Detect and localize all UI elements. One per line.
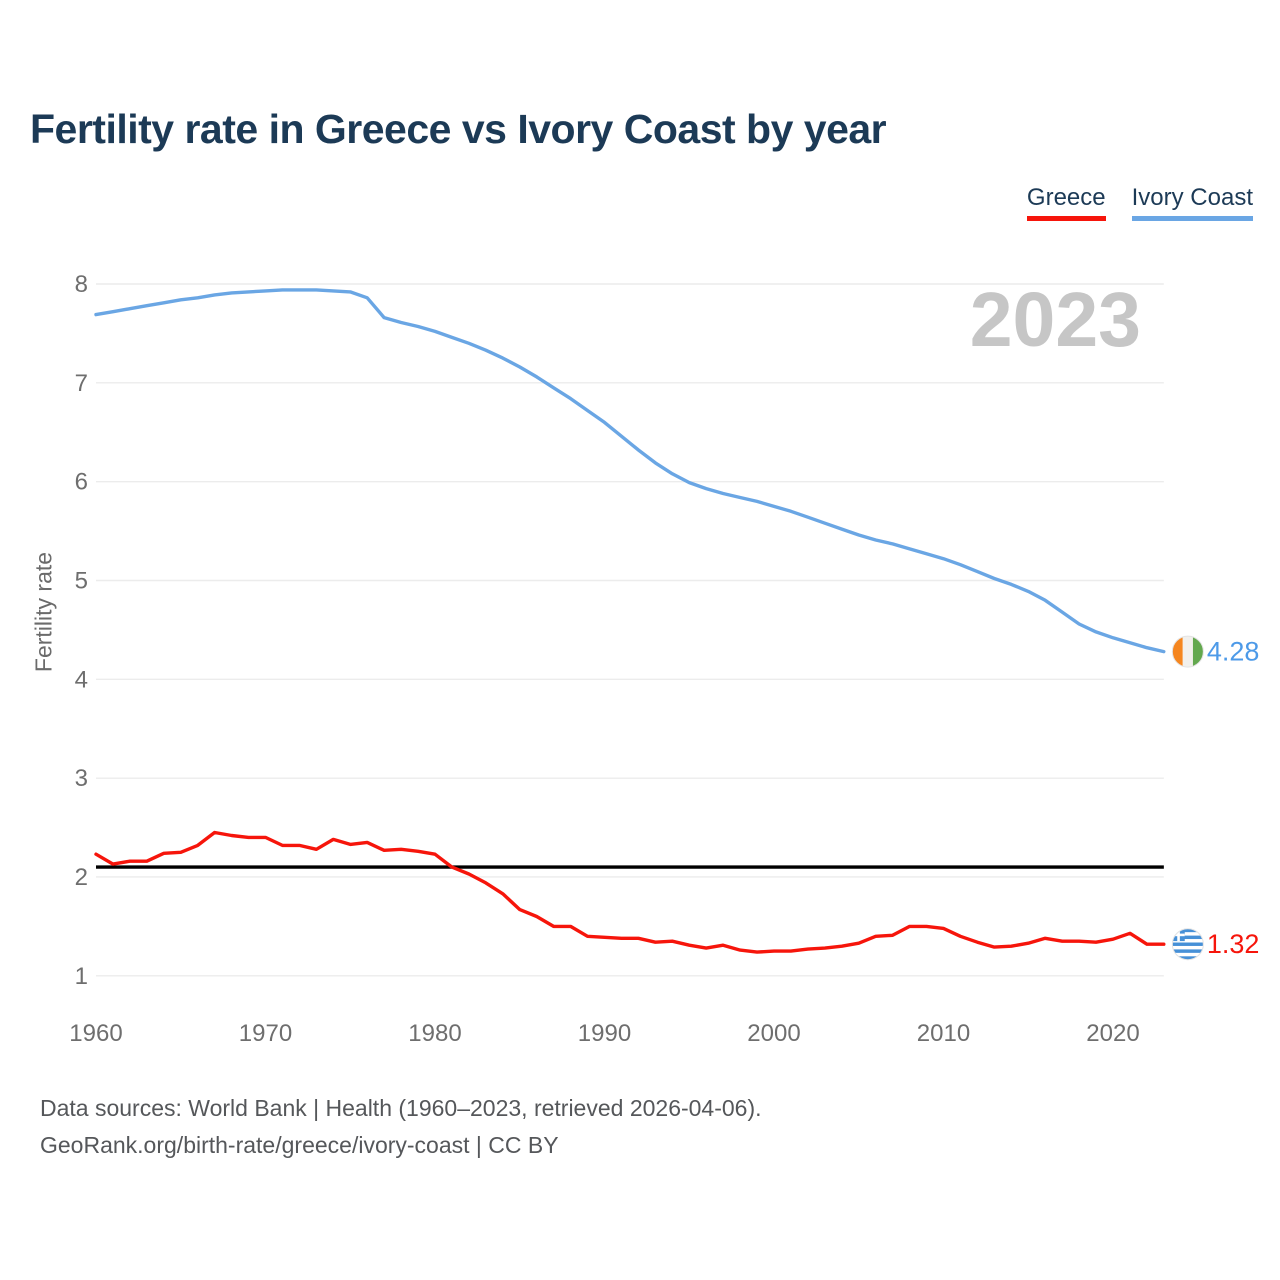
footer-data-sources: Data sources: World Bank | Health (1960–… — [40, 1095, 762, 1121]
x-tick-1970: 1970 — [239, 1020, 292, 1047]
watermark-year: 2023 — [970, 277, 1141, 363]
x-tick-1960: 1960 — [69, 1020, 122, 1047]
y-tick-7: 7 — [75, 370, 88, 397]
legend: Greece Ivory Coast — [1026, 184, 1253, 221]
y-tick-3: 3 — [75, 765, 88, 792]
y-tick-1: 1 — [75, 963, 88, 990]
legend-ivory-coast-label: Ivory Coast — [1131, 184, 1253, 211]
y-tick-8: 8 — [75, 271, 88, 298]
footer-attribution: GeoRank.org/birth-rate/greece/ivory-coas… — [40, 1132, 559, 1158]
series-line-ivory-coast[interactable] — [94, 288, 1166, 654]
footer: Data sources: World Bank | Health (1960–… — [40, 1090, 762, 1164]
series-line-greece[interactable] — [94, 830, 1166, 954]
greece-flag-icon — [1171, 928, 1204, 961]
legend-item-greece[interactable]: Greece — [1026, 184, 1106, 221]
ivory-coast-flag-icon — [1171, 635, 1204, 668]
x-tick-2000: 2000 — [747, 1020, 800, 1047]
x-tick-2010: 2010 — [917, 1020, 970, 1047]
x-tick-2020: 2020 — [1086, 1020, 1139, 1047]
legend-greece-label: Greece — [1026, 184, 1106, 211]
y-axis-title: Fertility rate — [30, 551, 57, 673]
legend-item-ivory-coast[interactable]: Ivory Coast — [1131, 184, 1253, 221]
y-tick-5: 5 — [75, 567, 88, 594]
x-tick-1980: 1980 — [408, 1020, 461, 1047]
page-title: Fertility rate in Greece vs Ivory Coast … — [30, 106, 887, 152]
y-tick-6: 6 — [75, 469, 88, 496]
end-value-label-greece: 1.32 — [1207, 929, 1260, 959]
end-value-label-ivory-coast: 4.28 — [1207, 637, 1260, 667]
x-tick-1990: 1990 — [578, 1020, 631, 1047]
y-tick-4: 4 — [75, 666, 88, 693]
y-tick-2: 2 — [75, 864, 88, 891]
